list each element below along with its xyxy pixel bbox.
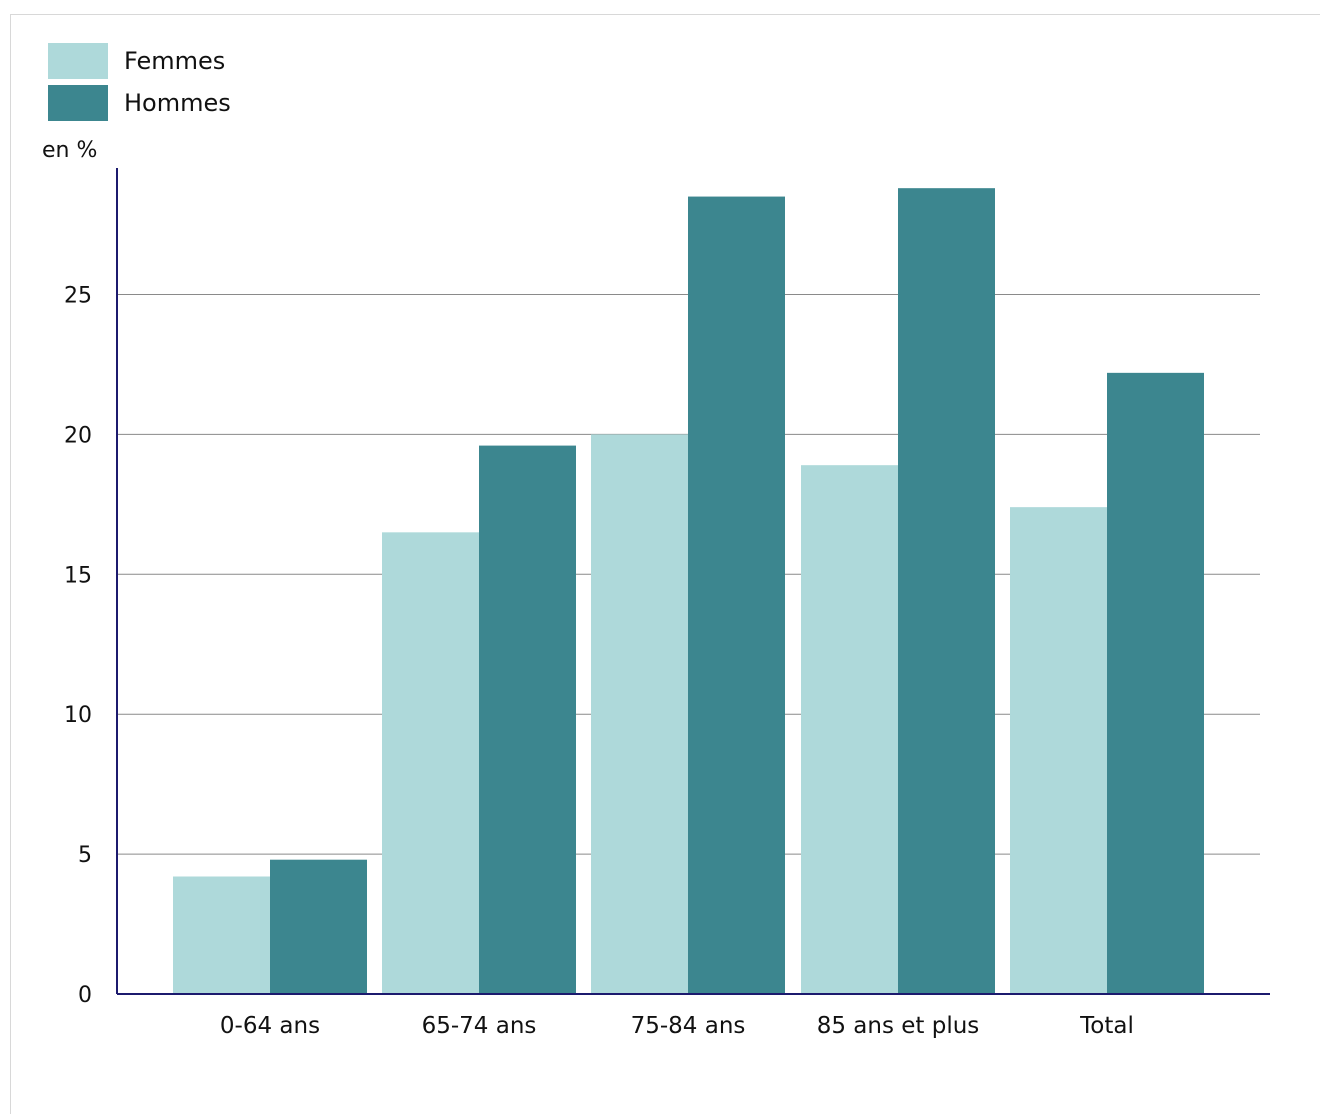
chart-frame bbox=[10, 14, 1320, 1114]
bars bbox=[173, 188, 1204, 995]
legend: Femmes Hommes bbox=[48, 43, 231, 121]
y-tick-label-15: 15 bbox=[64, 563, 92, 588]
x-category-label-2: 75-84 ans bbox=[631, 1013, 746, 1039]
y-tick-label-10: 10 bbox=[64, 703, 92, 728]
y-tick-label-25: 25 bbox=[64, 284, 92, 309]
bar-femmes-0 bbox=[173, 876, 270, 994]
legend-swatch-femmes bbox=[48, 43, 108, 79]
bar-femmes-2 bbox=[591, 434, 688, 994]
y-tick-label-5: 5 bbox=[78, 843, 92, 868]
bar-hommes-2 bbox=[688, 196, 785, 994]
bar-femmes-4 bbox=[1010, 507, 1107, 994]
bar-hommes-1 bbox=[479, 445, 576, 994]
y-tick-label-20: 20 bbox=[64, 423, 92, 448]
y-axis-unit-label: en % bbox=[42, 138, 97, 163]
bar-hommes-4 bbox=[1107, 372, 1204, 994]
bar-femmes-3 bbox=[801, 465, 898, 995]
x-category-label-4: Total bbox=[1079, 1013, 1134, 1039]
legend-label-femmes: Femmes bbox=[124, 47, 225, 75]
bar-hommes-3 bbox=[898, 188, 995, 994]
y-axis-ticks: 0 5 10 15 20 25 bbox=[64, 284, 92, 1009]
legend-label-hommes: Hommes bbox=[124, 89, 231, 117]
x-category-label-0: 0-64 ans bbox=[220, 1013, 320, 1039]
y-tick-label-0: 0 bbox=[78, 983, 92, 1008]
x-category-label-1: 65-74 ans bbox=[422, 1013, 537, 1039]
x-category-label-3: 85 ans et plus bbox=[817, 1013, 980, 1039]
legend-swatch-hommes bbox=[48, 85, 108, 121]
bar-hommes-0 bbox=[270, 859, 367, 994]
bar-femmes-1 bbox=[382, 532, 479, 994]
axes bbox=[116, 168, 1270, 995]
x-axis-labels: 0-64 ans 65-74 ans 75-84 ans 85 ans et plus… bbox=[220, 1013, 1134, 1039]
